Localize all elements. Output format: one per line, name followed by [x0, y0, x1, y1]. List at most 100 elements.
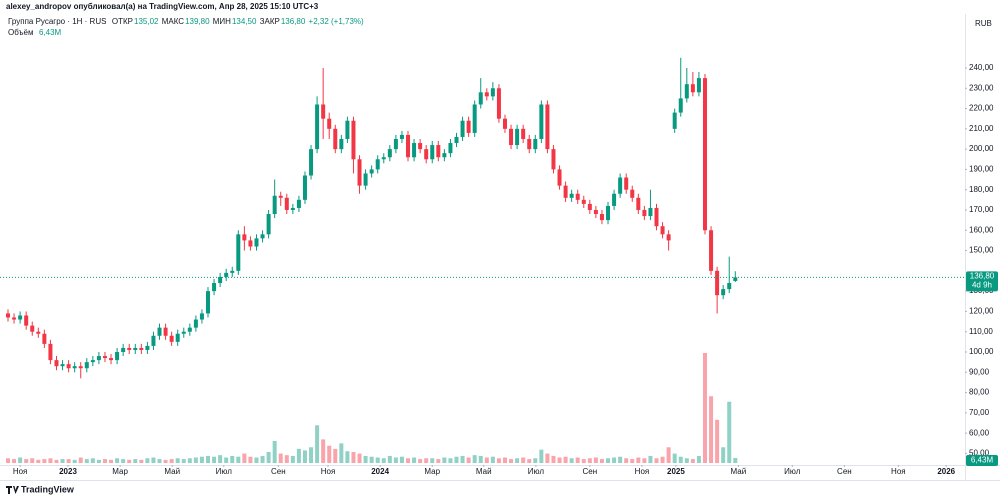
candle-body: [212, 283, 217, 292]
volume-bar: [709, 396, 714, 463]
volume-bar: [599, 459, 604, 463]
candle-body: [169, 335, 174, 342]
candle-body: [302, 175, 307, 200]
volume-bar: [502, 457, 507, 463]
volume-bar: [690, 459, 695, 463]
candle-body: [624, 177, 629, 190]
candle-body: [206, 291, 211, 314]
volume-bar: [193, 457, 198, 463]
last-price-label: 136,80: [970, 271, 995, 280]
volume-bar: [684, 458, 689, 463]
candle-body: [733, 277, 738, 281]
candle-body: [527, 138, 532, 150]
volume-bar: [278, 453, 283, 463]
volume-bar: [466, 457, 471, 463]
candle-body: [290, 207, 295, 210]
candle-body: [109, 358, 114, 361]
volume-bar: [90, 458, 95, 463]
candle-body: [557, 169, 562, 186]
volume-bar: [387, 455, 392, 463]
volume-bar: [345, 451, 350, 463]
candle-body: [702, 78, 707, 231]
currency: RUB: [975, 19, 992, 28]
candle-body: [339, 138, 344, 150]
candle-body: [618, 177, 623, 194]
volume-bar: [248, 456, 253, 463]
candle-body: [412, 143, 417, 158]
y-tick-label: 120,00: [969, 307, 994, 316]
ohlc-value: 136,80: [280, 17, 306, 26]
candles: [6, 57, 738, 379]
volume-bar: [266, 452, 271, 463]
volume-bar: [163, 459, 168, 463]
candle-body: [199, 313, 204, 320]
volume-bar: [545, 453, 550, 463]
volume-bar: [254, 457, 259, 463]
volume-bar: [539, 449, 544, 463]
candle-body: [24, 315, 29, 326]
volume-bar: [333, 448, 338, 463]
countdown: 4d 9h: [972, 280, 992, 289]
volume-bar: [727, 401, 732, 463]
volume-bars: [6, 353, 738, 463]
candle-body: [684, 84, 689, 99]
candle-body: [357, 159, 362, 186]
volume-bar: [436, 459, 441, 463]
candle-body: [393, 138, 398, 150]
publisher: alexey_andropov опубликовал(а) на Tradin…: [6, 2, 319, 11]
ohlc-label: ЗАКР: [259, 17, 280, 26]
candle-body: [545, 104, 550, 150]
ohlc-value: 134,50: [231, 17, 257, 26]
volume-bar: [187, 458, 192, 463]
candle-body: [72, 366, 77, 369]
y-tick-label: 240,00: [969, 63, 994, 72]
volume-bar: [648, 455, 653, 463]
volume-bar: [418, 459, 423, 463]
candle-body: [321, 104, 326, 119]
candle-body: [218, 276, 223, 284]
candle-body: [599, 214, 604, 221]
candle-body: [375, 159, 380, 170]
volume-bar: [236, 456, 241, 463]
y-tick-label: 70,00: [969, 408, 990, 417]
candle-body: [551, 149, 556, 170]
candle-body: [145, 345, 150, 350]
volume-bar: [24, 459, 29, 463]
candle-body: [345, 120, 350, 139]
candle-body: [224, 272, 229, 277]
candle-body: [327, 118, 332, 129]
volume-bar: [78, 457, 83, 463]
volume-axis-label: 6,43M: [971, 456, 994, 465]
volume-bar: [339, 443, 344, 463]
candle-body: [333, 128, 338, 150]
volume-bar: [102, 459, 107, 463]
candle-body: [387, 149, 392, 158]
candle-body: [30, 325, 35, 332]
volume-bar: [424, 458, 429, 463]
candle-body: [236, 234, 241, 271]
volume-bar: [84, 459, 89, 463]
candle-body: [266, 214, 271, 235]
volume-bar: [151, 457, 156, 463]
ohlc-label: МИН: [212, 17, 231, 26]
candle-body: [84, 362, 89, 369]
volume-bar: [260, 455, 265, 463]
volume-bar: [660, 456, 665, 463]
volume-bar: [715, 419, 720, 463]
y-tick-label: 220,00: [969, 104, 994, 113]
volume-bar: [678, 456, 683, 463]
ohlc-value: 135,02: [134, 17, 159, 26]
candle-body: [248, 240, 253, 247]
candle-body: [230, 270, 235, 273]
volume-bar: [109, 459, 114, 463]
candle-body: [466, 120, 471, 133]
volume-bar: [642, 458, 647, 463]
volume-bar: [224, 457, 229, 463]
candle-body: [502, 118, 507, 129]
candle-body: [127, 347, 132, 350]
x-tick-label: Ноя: [635, 467, 650, 476]
volume-bar: [381, 458, 386, 463]
x-tick-label: Сен: [271, 467, 286, 476]
volume-bar: [551, 455, 556, 463]
